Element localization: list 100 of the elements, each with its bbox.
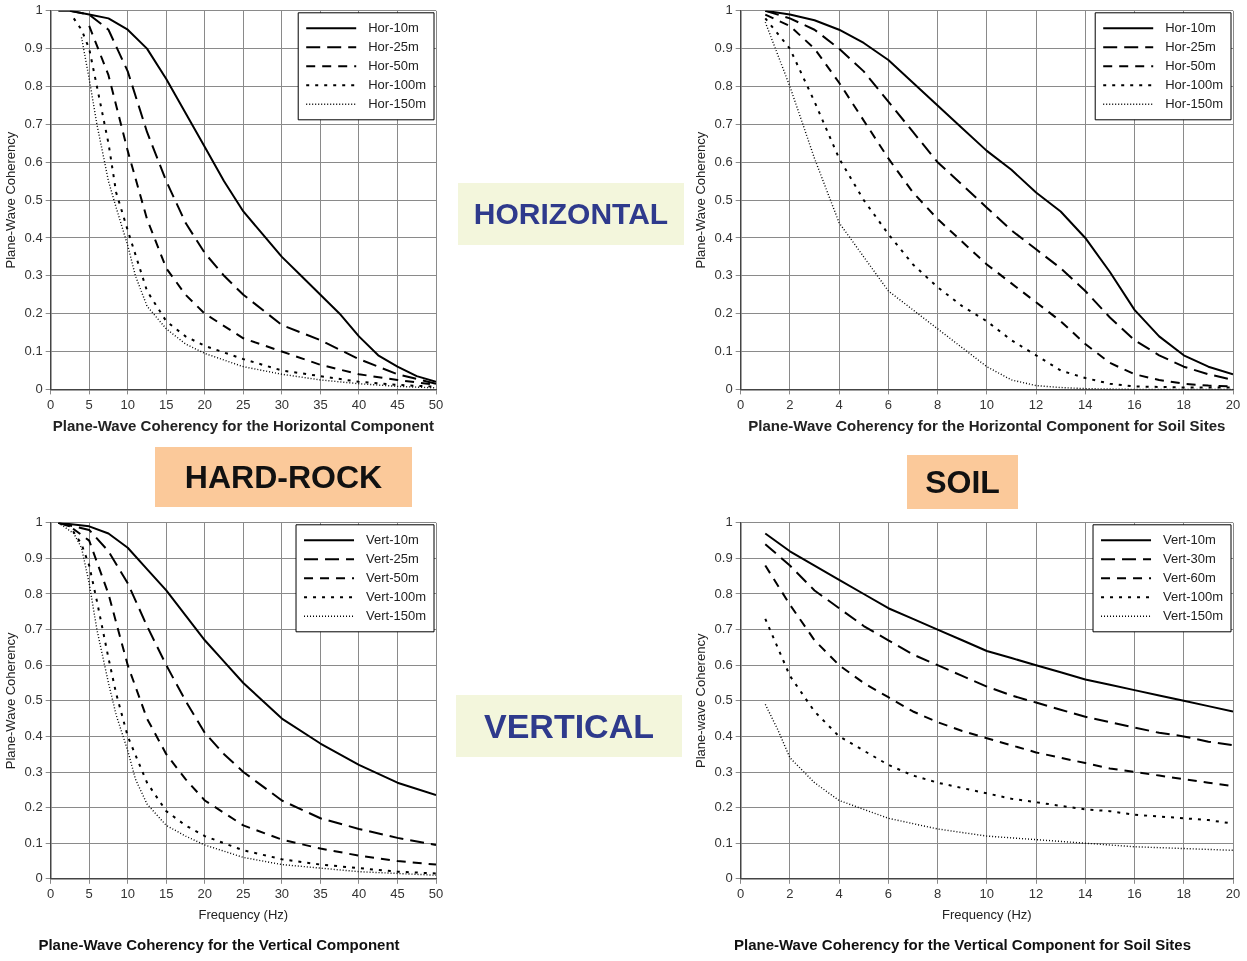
x-axis-title: Plane-Wave Coherency for the Horizontal Component: [52, 417, 434, 435]
y-tick-label: 0.1: [714, 343, 733, 359]
x-tick-label: 5: [85, 886, 93, 902]
y-tick-label: 0.5: [24, 692, 43, 708]
text: Plane-Wave Coherency for the Vertical Component for Soil Sites: [733, 936, 1192, 954]
x-tick-label: 16: [1127, 396, 1142, 412]
x-tick-label: 18: [1176, 396, 1191, 412]
x-tick-label: 20: [197, 886, 213, 902]
y-tick-label: 0.7: [714, 115, 733, 131]
x-tick-label: 25: [236, 396, 251, 412]
legend-label: Hor-10m: [1165, 19, 1216, 35]
y-tick-label: 1: [725, 2, 733, 18]
text: Plane-Wave Coherency for the Vertical Component: [38, 936, 400, 954]
x-tick-label: 40: [351, 886, 367, 902]
legend-label: Vert-100m: [1163, 588, 1224, 604]
legend-label: Vert-10m: [1163, 531, 1216, 547]
y-tick-label: 0.2: [24, 305, 43, 321]
x-tick-label: 35: [313, 886, 328, 902]
legend-label: Vert-30m: [1163, 550, 1216, 566]
y-tick-label: 0.5: [714, 692, 733, 708]
x-axis-title: Frequency (Hz): [198, 906, 289, 922]
x-axis-title: Frequency (Hz): [942, 906, 1032, 922]
x-tick-label: 0: [737, 396, 745, 412]
x-tick-label: 25: [236, 886, 251, 902]
y-tick-label: 0.2: [714, 305, 733, 321]
text: HORIZONTAL: [458, 183, 684, 245]
x-tick-label: 30: [274, 886, 290, 902]
legend-label: Vert-50m: [366, 569, 419, 585]
x-tick-label: 45: [390, 396, 405, 412]
x-tick-label: 30: [274, 396, 290, 412]
y-tick-label: 1: [35, 514, 43, 530]
x-axis-title: Plane-Wave Coherency for the Horizontal Component for Soil Sites: [748, 417, 1226, 435]
y-tick-label: 0.4: [714, 229, 733, 245]
legend-label: Vert-25m: [366, 550, 419, 566]
y-tick-label: 0.7: [24, 621, 43, 637]
x-tick-label: 0: [737, 886, 745, 902]
y-axis-title: Plane-Wave Coherency: [3, 131, 19, 269]
x-tick-label: 15: [159, 886, 174, 902]
y-tick-label: 0: [35, 380, 43, 396]
legend-label: Hor-50m: [368, 57, 419, 73]
text: SOIL: [907, 455, 1018, 509]
y-tick-label: 0.3: [24, 267, 43, 283]
y-tick-label: 0.8: [24, 78, 43, 94]
y-tick-label: 0.8: [24, 585, 43, 601]
y-tick-label: 0.8: [714, 78, 733, 94]
x-tick-label: 4: [835, 886, 843, 902]
y-tick-label: 0.9: [714, 40, 733, 56]
x-tick-label: 6: [884, 396, 892, 412]
y-tick-label: 0.4: [24, 229, 43, 245]
legend-label: Vert-60m: [1163, 569, 1216, 585]
y-axis-title: Plane-Wave Coherency: [3, 631, 19, 770]
y-tick-label: 0.6: [24, 153, 43, 169]
y-tick-label: 0.3: [714, 763, 733, 779]
y-tick-label: 0.3: [24, 763, 43, 779]
y-tick-label: 0.9: [714, 549, 733, 565]
x-tick-label: 20: [1225, 396, 1241, 412]
x-tick-label: 2: [786, 886, 794, 902]
y-tick-label: 0.4: [714, 727, 733, 743]
x-tick-label: 10: [120, 396, 135, 412]
y-tick-label: 0.1: [24, 343, 43, 359]
y-tick-label: 0.7: [24, 115, 43, 131]
x-tick-label: 40: [351, 396, 367, 412]
y-axis-title: Plane-Wave Coherency: [693, 131, 709, 269]
y-tick-label: 0.5: [24, 191, 43, 207]
y-tick-label: 0.7: [714, 621, 733, 637]
legend-label: Hor-10m: [368, 19, 419, 35]
y-tick-label: 0.6: [714, 153, 733, 169]
x-tick-label: 16: [1127, 886, 1142, 902]
y-tick-label: 1: [35, 2, 43, 18]
legend-label: Vert-150m: [1163, 607, 1224, 623]
y-tick-label: 0.6: [24, 656, 43, 672]
text: HARD-ROCK: [155, 447, 412, 507]
y-tick-label: 0.3: [714, 267, 733, 283]
y-axis-title: Plane-wave Coherency: [693, 633, 709, 768]
y-tick-label: 0.2: [24, 799, 43, 815]
x-tick-label: 35: [313, 396, 328, 412]
x-tick-label: 15: [159, 396, 174, 412]
legend-label: Vert-150m: [366, 607, 427, 623]
x-tick-label: 18: [1176, 886, 1191, 902]
x-tick-label: 8: [933, 396, 942, 412]
x-tick-label: 6: [884, 886, 892, 902]
y-tick-label: 0.9: [24, 549, 43, 565]
y-tick-label: 1: [725, 514, 733, 530]
x-tick-label: 8: [933, 886, 942, 902]
legend-label: Hor-25m: [368, 38, 419, 54]
legend-label: Hor-150m: [1165, 95, 1223, 111]
x-tick-label: 50: [428, 886, 444, 902]
x-tick-label: 20: [1225, 886, 1241, 902]
y-tick-label: 0.1: [714, 834, 733, 850]
legend-label: Hor-100m: [1165, 76, 1223, 92]
y-tick-label: 0.4: [24, 727, 43, 743]
x-tick-label: 4: [835, 396, 843, 412]
legend-label: Hor-150m: [368, 95, 426, 111]
x-tick-label: 0: [47, 396, 55, 412]
legend-label: Vert-10m: [366, 531, 419, 547]
x-tick-label: 2: [786, 396, 794, 412]
y-tick-label: 0: [725, 870, 733, 886]
x-tick-label: 20: [197, 396, 213, 412]
x-tick-label: 10: [979, 886, 995, 902]
y-tick-label: 0.5: [714, 191, 733, 207]
